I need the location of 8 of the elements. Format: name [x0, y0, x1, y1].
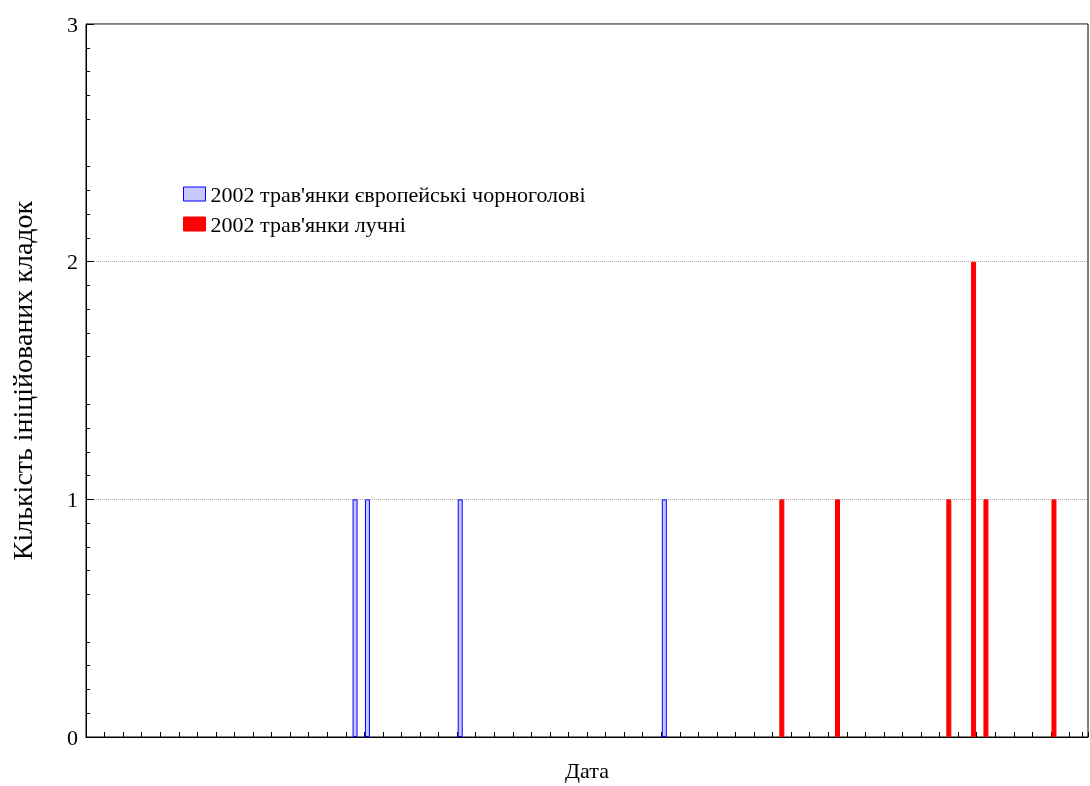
- y-tick-label: 2: [67, 249, 78, 275]
- y-tick-label: 3: [67, 11, 78, 37]
- y-axis-title: Кількість ініційованих кладок: [6, 200, 38, 561]
- y-tick-label: 1: [67, 486, 78, 512]
- legend-label: 2002 трав'янки лучні: [210, 211, 406, 237]
- y-tick-label: 0: [67, 724, 78, 750]
- x-axis-title: Дата: [565, 757, 610, 783]
- legend-label: 2002 трав'янки європейські чорноголові: [210, 181, 586, 207]
